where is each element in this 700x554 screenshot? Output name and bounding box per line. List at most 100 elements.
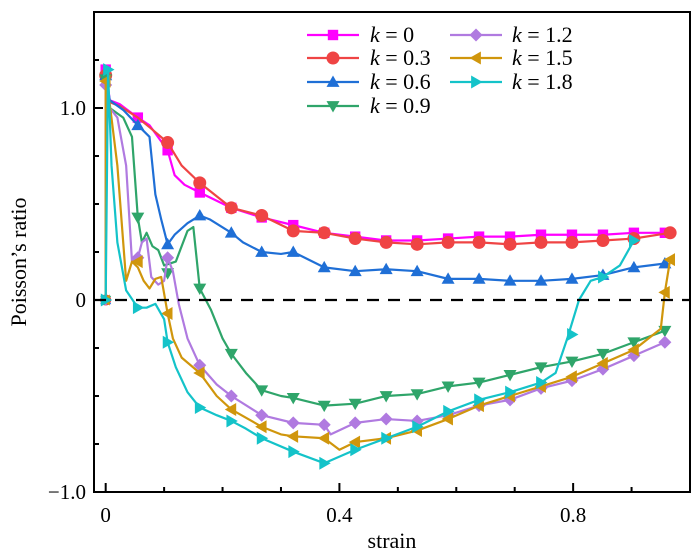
data-point bbox=[663, 226, 677, 240]
data-point bbox=[627, 260, 641, 273]
data-point bbox=[255, 209, 269, 223]
data-point bbox=[350, 443, 362, 457]
data-point bbox=[379, 391, 393, 403]
data-point bbox=[193, 176, 207, 190]
data-point bbox=[256, 431, 269, 445]
data-point bbox=[596, 356, 608, 370]
series-1-8 bbox=[100, 63, 641, 470]
legend-label: k = 1.8 bbox=[512, 69, 573, 94]
legend-k-symbol: k bbox=[370, 69, 381, 94]
data-point bbox=[472, 272, 486, 284]
series-line bbox=[104, 78, 666, 407]
x-tick-label: 0 bbox=[100, 503, 111, 527]
data-point bbox=[379, 412, 393, 426]
data-point bbox=[317, 400, 331, 413]
data-point bbox=[504, 231, 516, 242]
data-point bbox=[658, 335, 672, 349]
data-point bbox=[224, 348, 238, 361]
data-point bbox=[412, 420, 424, 434]
data-point bbox=[194, 187, 205, 198]
legend-item: k = 1.2 bbox=[450, 22, 573, 47]
data-point bbox=[658, 285, 670, 299]
data-point bbox=[194, 401, 207, 415]
legend-label: k = 0.3 bbox=[370, 45, 431, 70]
data-point bbox=[161, 251, 175, 265]
data-point bbox=[161, 237, 175, 250]
data-point bbox=[348, 398, 362, 411]
legend-k-value: = 1.5 bbox=[522, 45, 573, 70]
data-point bbox=[379, 262, 393, 275]
data-point bbox=[534, 362, 548, 374]
data-point bbox=[255, 420, 267, 434]
data-point bbox=[317, 418, 331, 432]
data-point bbox=[286, 393, 300, 405]
data-point bbox=[286, 245, 300, 257]
data-point bbox=[348, 232, 362, 246]
data-point bbox=[286, 224, 300, 238]
data-point bbox=[348, 264, 362, 277]
data-point bbox=[379, 235, 393, 249]
data-point bbox=[441, 235, 455, 249]
legend-item: k = 1.5 bbox=[450, 45, 573, 70]
legend-k-value: = 0.9 bbox=[380, 93, 431, 118]
data-point bbox=[103, 63, 115, 77]
data-point bbox=[193, 283, 207, 295]
data-point bbox=[505, 385, 517, 399]
legend-label: k = 0 bbox=[370, 22, 414, 47]
data-point bbox=[348, 435, 361, 449]
legend-item: k = 1.8 bbox=[450, 69, 573, 94]
series-line bbox=[104, 83, 666, 436]
legend-k-symbol: k bbox=[512, 69, 523, 94]
legend-marker bbox=[471, 75, 483, 89]
data-point bbox=[317, 260, 331, 273]
series-line bbox=[104, 74, 666, 300]
data-point bbox=[410, 389, 424, 401]
data-point bbox=[443, 404, 455, 418]
legend-marker bbox=[326, 75, 340, 87]
series-line bbox=[104, 68, 635, 465]
data-point bbox=[161, 306, 173, 320]
data-point bbox=[224, 389, 238, 403]
data-point bbox=[410, 237, 424, 251]
data-point bbox=[286, 429, 299, 443]
y-tick-label: −1.0 bbox=[48, 480, 86, 504]
legend-k-symbol: k bbox=[512, 22, 523, 47]
data-point bbox=[286, 416, 300, 430]
data-point bbox=[255, 408, 269, 422]
data-point bbox=[162, 335, 175, 349]
data-point bbox=[410, 264, 424, 277]
data-point bbox=[317, 431, 330, 445]
legend-label: k = 0.9 bbox=[370, 93, 431, 118]
data-point bbox=[472, 377, 486, 390]
x-tick-labels: 0 0.4 0.8 bbox=[100, 503, 586, 527]
data-point bbox=[162, 145, 173, 156]
legend-item: k = 0.9 bbox=[307, 93, 431, 118]
legend-k-value: = 1.8 bbox=[522, 69, 573, 94]
data-point bbox=[535, 229, 547, 240]
data-point bbox=[629, 233, 641, 247]
data-point bbox=[565, 356, 579, 368]
legend-k-value: = 0 bbox=[380, 22, 414, 47]
data-point bbox=[255, 385, 269, 397]
legend-label: k = 1.2 bbox=[512, 22, 573, 47]
data-point bbox=[565, 370, 577, 384]
legend-marker bbox=[469, 51, 481, 65]
data-point bbox=[536, 376, 548, 390]
data-point bbox=[319, 456, 331, 470]
legend-k-value: = 0.6 bbox=[380, 69, 431, 94]
x-tick-label: 0.8 bbox=[560, 503, 586, 527]
data-point bbox=[161, 268, 175, 280]
legend-k-symbol: k bbox=[370, 22, 381, 47]
data-point bbox=[224, 201, 238, 215]
data-point bbox=[131, 255, 143, 269]
data-point bbox=[441, 412, 453, 426]
legend-k-value: = 0.3 bbox=[380, 45, 431, 70]
y-axis-title: Poisson’s ratio bbox=[6, 198, 31, 327]
data-point bbox=[317, 226, 331, 240]
data-point bbox=[224, 402, 237, 416]
axis-ticks bbox=[94, 59, 633, 493]
data-point bbox=[132, 301, 145, 315]
data-point bbox=[565, 235, 579, 249]
legend-k-value: = 1.2 bbox=[522, 22, 573, 47]
